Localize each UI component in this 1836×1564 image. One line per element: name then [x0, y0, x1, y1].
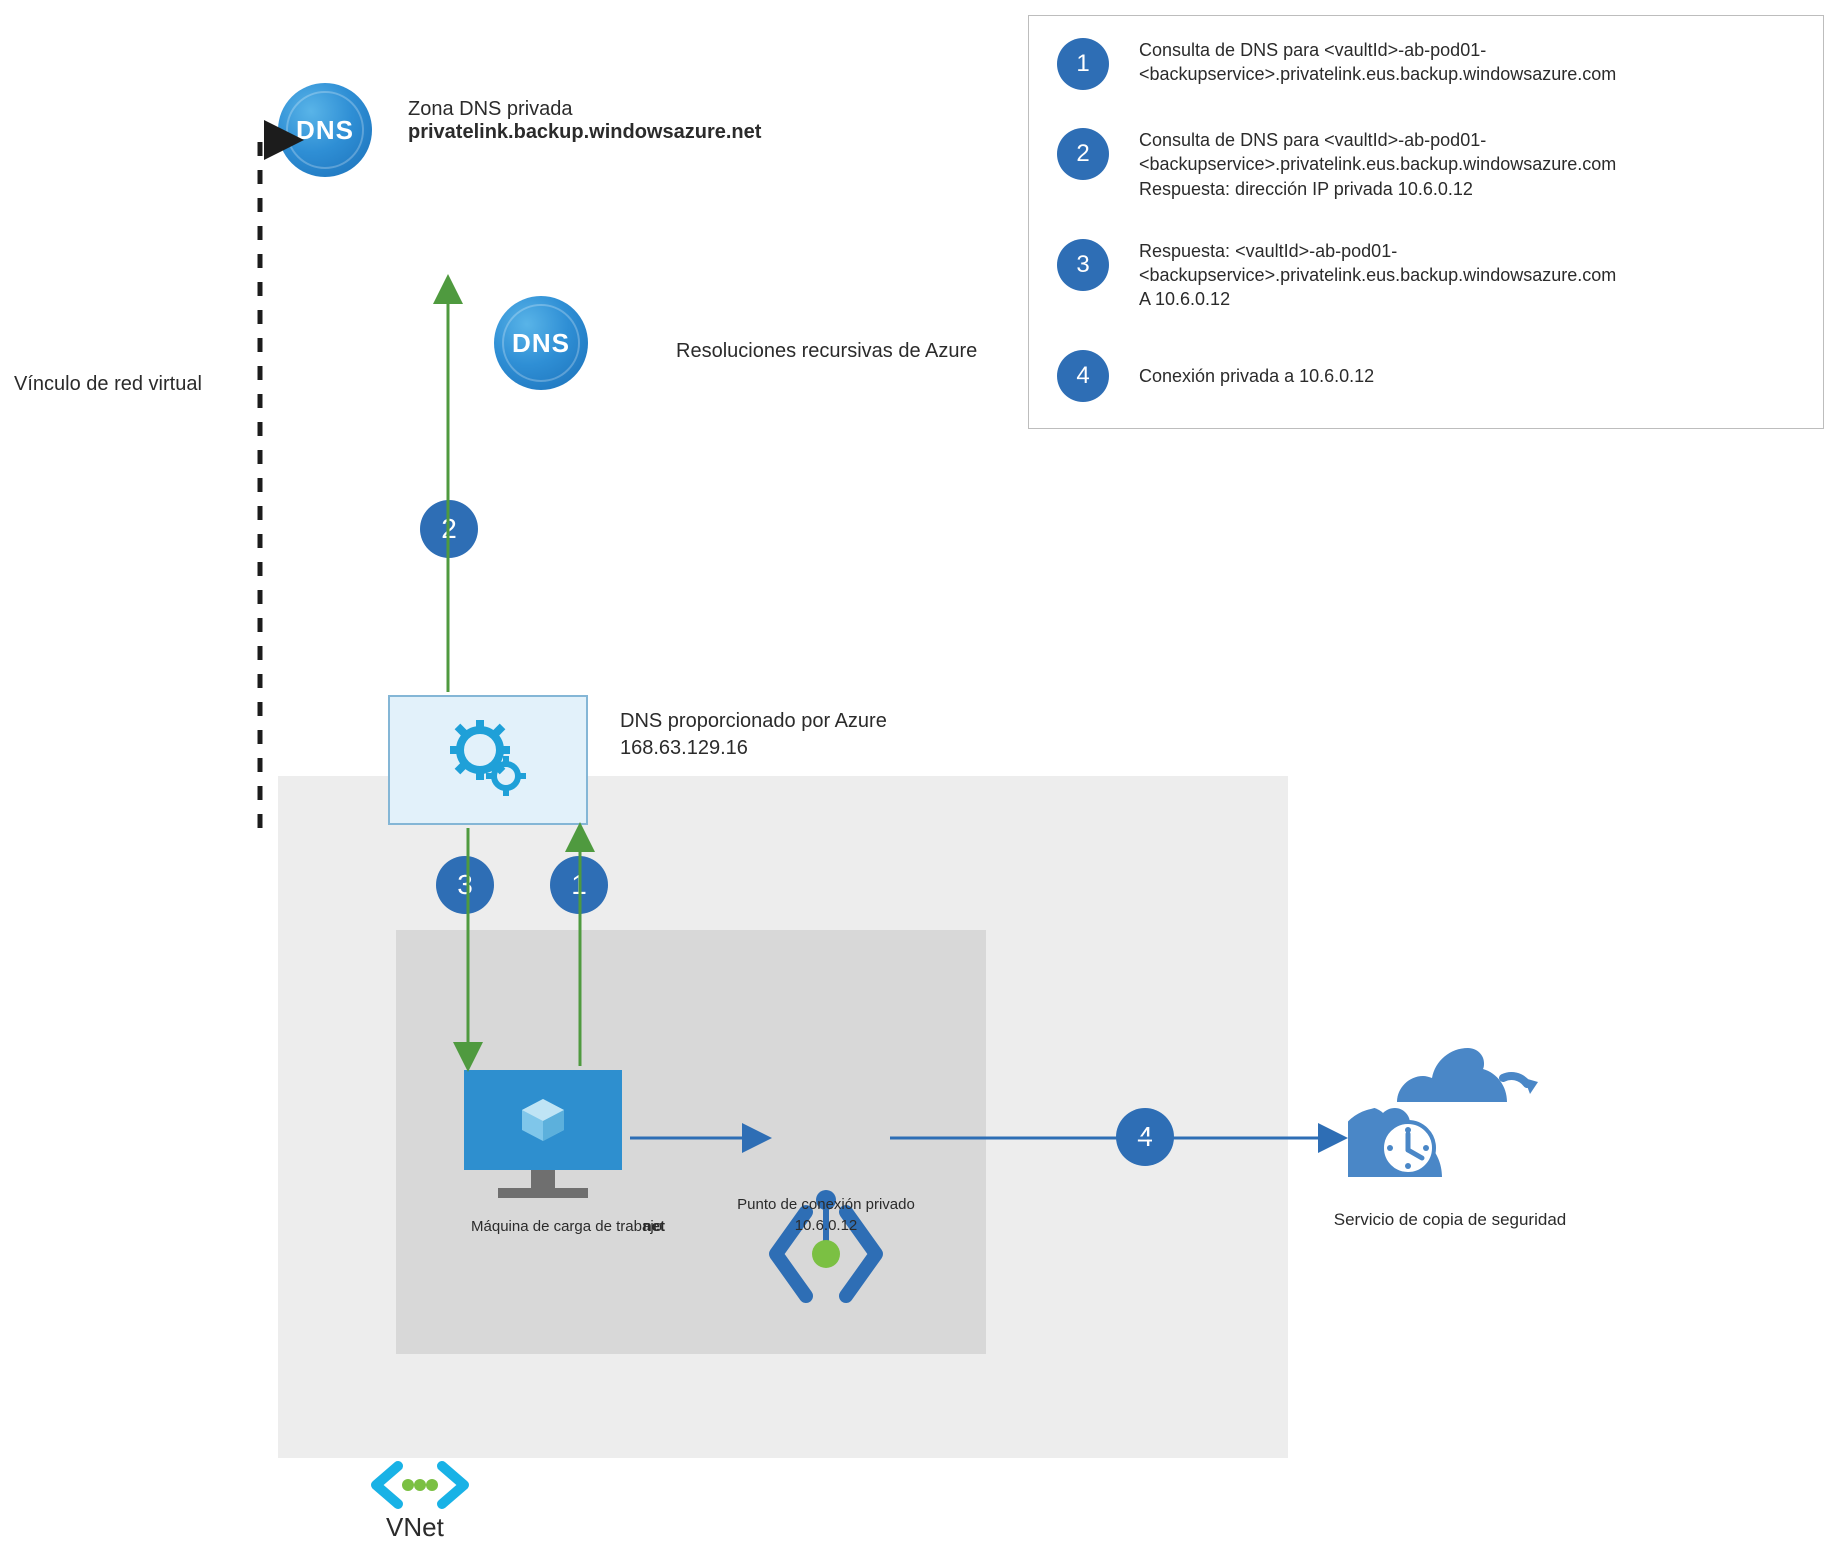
legend-row-3: 3 Respuesta: <vaultId>-ab-pod01-<backups…	[1057, 239, 1795, 312]
legend-text-3a: Respuesta:	[1139, 241, 1230, 261]
legend-row-1: 1 Consulta de DNS para <vaultId>-ab-pod0…	[1057, 38, 1795, 90]
workload-vm-icon	[464, 1070, 622, 1198]
legend-panel: 1 Consulta de DNS para <vaultId>-ab-pod0…	[1028, 15, 1824, 429]
backup-service-icon	[1348, 1038, 1538, 1188]
workload-vm-label-group: Máquina de carga de trabajo net	[468, 1218, 668, 1236]
vnet-label: VNet	[386, 1512, 444, 1543]
legend-text-3: Respuesta: <vaultId>-ab-pod01-<backupser…	[1139, 239, 1795, 312]
legend-text-1: Consulta de DNS para <vaultId>-ab-pod01-…	[1139, 38, 1795, 87]
private-endpoint-label-group: Punto de conexión privado 10.6.0.12	[736, 1196, 916, 1234]
legend-badge-3: 3	[1057, 239, 1109, 291]
backup-service-label: Servicio de copia de seguridad	[1320, 1210, 1580, 1230]
legend-text-4: Conexión privada a 10.6.0.12	[1139, 364, 1374, 388]
azure-dns-ip: 168.63.129.16	[620, 737, 887, 760]
legend-text-2a: Consulta de DNS para <vaultId>-ab-pod01-…	[1139, 128, 1795, 177]
arrow-vnet-link	[260, 140, 296, 828]
private-dns-zone-label: Zona DNS privada privatelink.backup.wind…	[408, 98, 761, 144]
legend-badge-1: 1	[1057, 38, 1109, 90]
step-badge-4: 4	[1116, 1108, 1174, 1166]
recursive-dns-label: Resoluciones recursivas de Azure	[676, 340, 977, 363]
cube-icon	[518, 1095, 568, 1145]
private-endpoint-ip: 10.6.0.12	[736, 1217, 916, 1234]
legend-badge-4: 4	[1057, 350, 1109, 402]
azure-dns-label: DNS proporcionado por Azure 168.63.129.1…	[620, 710, 887, 760]
legend-badge-2: 2	[1057, 128, 1109, 180]
azure-dns-title: DNS proporcionado por Azure	[620, 710, 887, 733]
step-badge-3: 3	[436, 856, 494, 914]
workload-vm-net: net	[642, 1218, 665, 1235]
private-dns-zone-icon: DNS	[278, 83, 372, 177]
gear-icon	[448, 720, 528, 800]
legend-text-2: Consulta de DNS para <vaultId>-ab-pod01-…	[1139, 128, 1795, 201]
legend-text-3c: A 10.6.0.12	[1139, 287, 1795, 311]
private-endpoint-label: Punto de conexión privado	[736, 1196, 916, 1213]
legend-row-2: 2 Consulta de DNS para <vaultId>-ab-pod0…	[1057, 128, 1795, 201]
dns-globe-text-2: DNS	[512, 328, 570, 359]
virtual-network-link-label: Vínculo de red virtual	[14, 373, 202, 396]
private-dns-value: privatelink.backup.windowsazure.net	[408, 121, 761, 144]
vnet-icon	[370, 1460, 470, 1510]
legend-row-4: 4 Conexión privada a 10.6.0.12	[1057, 350, 1795, 402]
legend-text-2b: Respuesta: dirección IP privada 10.6.0.1…	[1139, 177, 1795, 201]
workload-vm-label: Máquina de carga de trabajo	[471, 1218, 662, 1235]
dns-globe-text: DNS	[296, 115, 354, 146]
diagram-root: DNS Zona DNS privada privatelink.backup.…	[0, 0, 1836, 1564]
azure-dns-box	[388, 695, 588, 825]
step-badge-1: 1	[550, 856, 608, 914]
private-dns-title: Zona DNS privada	[408, 98, 761, 121]
step-badge-2: 2	[420, 500, 478, 558]
recursive-dns-icon: DNS	[494, 296, 588, 390]
